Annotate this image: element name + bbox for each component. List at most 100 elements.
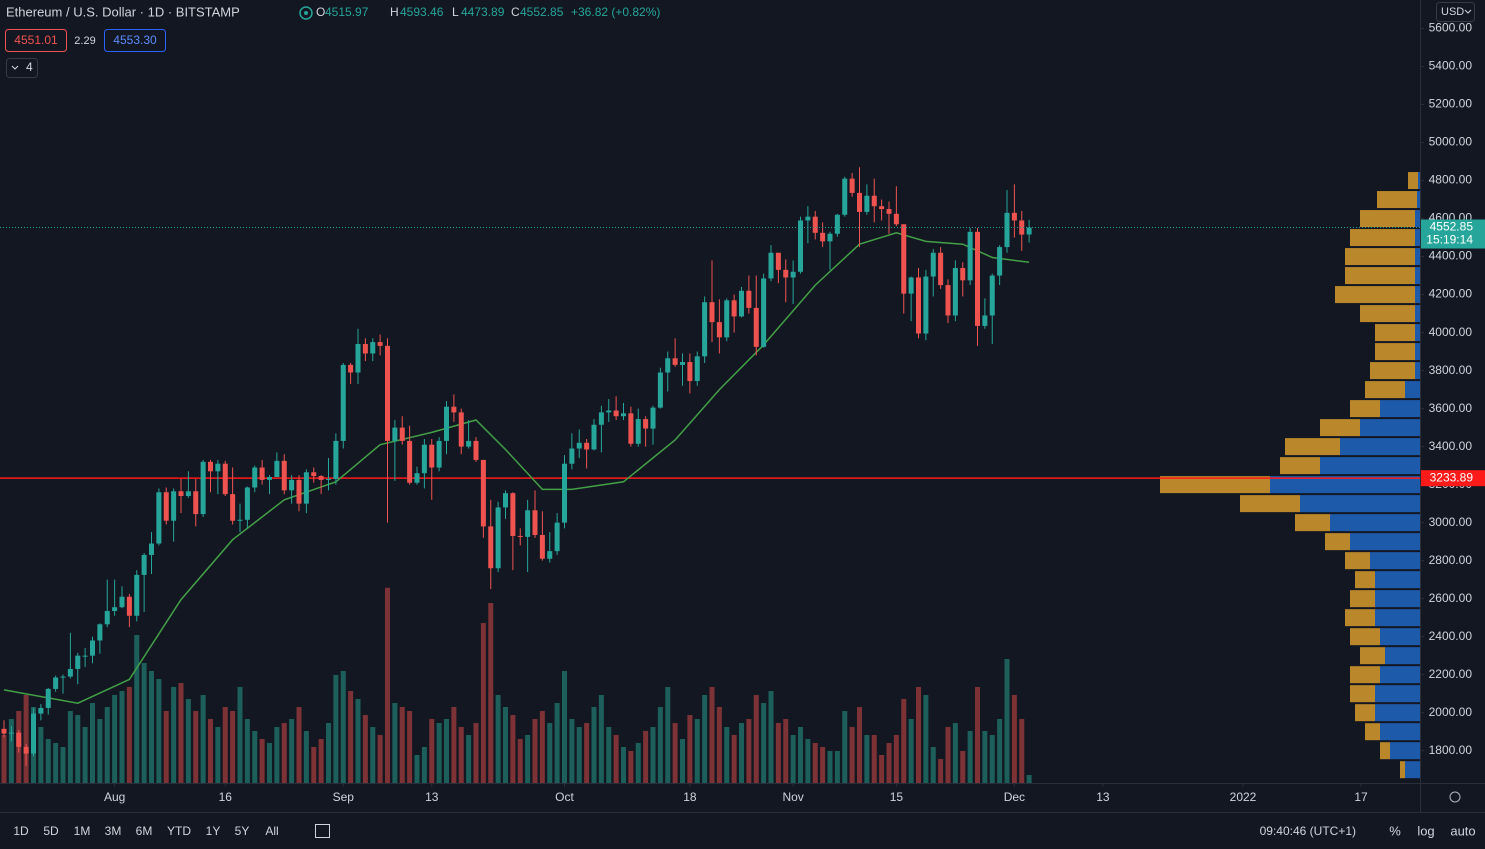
candle-body xyxy=(620,413,627,417)
volume-bar xyxy=(775,723,781,783)
volume-bar xyxy=(325,723,332,783)
indicators-toggle[interactable] xyxy=(6,58,38,78)
range-button[interactable]: 1D xyxy=(13,824,29,838)
candle-body xyxy=(871,195,877,207)
x-tick-label: 13 xyxy=(1096,790,1110,804)
y-tick-label: 5600.00 xyxy=(1429,21,1473,35)
volume-bar xyxy=(215,727,221,783)
range-button[interactable]: 1Y xyxy=(206,824,221,838)
candle-body xyxy=(864,195,870,212)
candle-body xyxy=(30,713,37,754)
volume-bar xyxy=(547,723,553,783)
volume-bar xyxy=(112,695,118,783)
line-price-tag xyxy=(1421,470,1485,487)
profile-down xyxy=(1350,628,1380,646)
volume-bar xyxy=(443,719,450,783)
range-button[interactable]: All xyxy=(265,824,278,838)
profile-up xyxy=(1415,343,1420,361)
volume-bar xyxy=(532,719,538,783)
volume-bar xyxy=(8,719,14,783)
volume-bar xyxy=(561,671,568,783)
volume-bar xyxy=(488,603,494,783)
bid[interactable]: 4551.01 xyxy=(14,33,58,47)
volume-bar xyxy=(827,751,833,783)
volume-bar xyxy=(97,719,103,783)
profile-down xyxy=(1360,305,1415,323)
volume-bar xyxy=(539,711,545,783)
profile-down xyxy=(1400,761,1405,779)
date-range-icon[interactable] xyxy=(315,824,330,838)
volume-bar xyxy=(930,747,936,783)
range-button[interactable]: 6M xyxy=(136,824,153,838)
candle-body xyxy=(1019,220,1025,235)
volume-bar xyxy=(266,743,273,783)
volume-bar xyxy=(783,719,789,783)
volume-bar xyxy=(1004,659,1010,783)
x-tick-label: Aug xyxy=(104,790,125,804)
candle-body xyxy=(576,442,582,449)
sell-button[interactable] xyxy=(5,29,67,52)
volume-bar xyxy=(252,731,258,783)
candle-body xyxy=(834,214,840,234)
volume-bar xyxy=(458,727,464,783)
buy-button[interactable] xyxy=(104,29,166,52)
volume-bar xyxy=(731,735,737,783)
candle-body xyxy=(635,419,641,444)
profile-down xyxy=(1350,666,1380,684)
settings-icon[interactable] xyxy=(1449,791,1461,803)
candle-body xyxy=(237,519,243,521)
candle-body xyxy=(75,655,81,669)
range-button[interactable]: 1M xyxy=(74,824,91,838)
candle-body xyxy=(318,476,324,480)
candle-body xyxy=(45,688,51,708)
candle-body xyxy=(731,300,737,317)
volume-bar xyxy=(377,735,383,783)
y-tick-label: 3000.00 xyxy=(1429,515,1473,529)
volume-bar xyxy=(89,703,96,783)
candle-body xyxy=(60,676,66,678)
candle-body xyxy=(746,290,752,308)
axis-option[interactable]: % xyxy=(1389,823,1401,838)
profile-up xyxy=(1418,172,1420,190)
ohlc-label: H xyxy=(390,5,399,19)
volume-bar xyxy=(414,755,420,783)
axis-option[interactable]: auto xyxy=(1450,823,1475,838)
range-button[interactable]: 5Y xyxy=(235,824,250,838)
volume-bar xyxy=(702,695,708,783)
candle-body xyxy=(613,410,619,417)
candle-body xyxy=(561,463,568,523)
volume-bar xyxy=(392,703,398,783)
volume-bar xyxy=(694,719,700,783)
volume-bar xyxy=(296,707,302,783)
symbol-title[interactable]: Ethereum / U.S. Dollar · 1D · BITSTAMP xyxy=(6,4,240,19)
volume-bar xyxy=(510,715,516,783)
range-button[interactable]: 3M xyxy=(105,824,122,838)
y-tick-label: 2000.00 xyxy=(1429,705,1473,719)
candle-body xyxy=(591,424,597,450)
y-tick-label: 5200.00 xyxy=(1429,97,1473,111)
candle-body xyxy=(303,472,309,504)
volume-bar xyxy=(893,735,899,783)
candle-body xyxy=(879,206,885,210)
volume-bar xyxy=(281,723,287,783)
profile-down xyxy=(1360,210,1415,228)
candle-body xyxy=(665,358,671,373)
candle-body xyxy=(289,479,295,491)
candle-body xyxy=(252,467,258,488)
profile-up xyxy=(1375,571,1420,589)
candle-body xyxy=(333,440,339,479)
range-button[interactable]: 5D xyxy=(43,824,59,838)
ask[interactable]: 4553.30 xyxy=(113,33,157,47)
indicator-count: 4 xyxy=(26,60,33,74)
range-button[interactable]: YTD xyxy=(167,824,191,838)
currency[interactable]: USD xyxy=(1441,6,1464,18)
candle-body xyxy=(967,231,973,281)
volume-bar xyxy=(724,727,730,783)
candle-body xyxy=(886,209,892,214)
axis-option[interactable]: log xyxy=(1417,823,1434,838)
candle-body xyxy=(790,271,796,278)
volume-bar xyxy=(502,707,509,783)
currency-button[interactable] xyxy=(1436,2,1475,22)
candle-body xyxy=(724,300,730,338)
profile-up xyxy=(1415,210,1420,228)
